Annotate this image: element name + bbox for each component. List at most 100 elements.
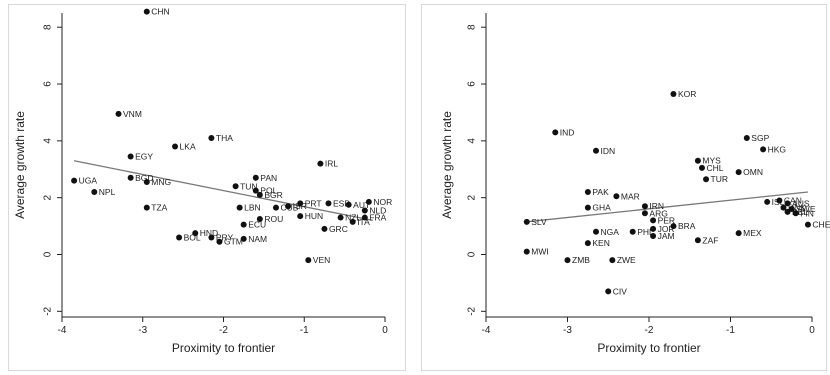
data-point-label: VEN: [313, 255, 330, 265]
data-point-label: LKA: [180, 142, 196, 152]
data-point: [208, 234, 215, 241]
data-point-label: ZMB: [572, 255, 590, 265]
data-point-label: HKG: [768, 144, 786, 154]
x-axis-title: Proximity to frontier: [172, 341, 275, 355]
data-point: [349, 218, 356, 225]
y-tick-label: -2: [43, 306, 54, 315]
data-point-label: GRC: [329, 224, 348, 234]
data-point: [629, 228, 636, 235]
data-point: [743, 135, 750, 142]
y-axis-title: Average growth rate: [440, 111, 454, 219]
x-tick-label: -2: [645, 325, 654, 336]
data-point: [703, 176, 710, 183]
data-point-label: PHL: [637, 227, 654, 237]
data-point-label: KEN: [592, 238, 609, 248]
data-point-label: CAN: [784, 196, 802, 206]
data-point: [297, 200, 304, 207]
right-panel-frame: [421, 4, 827, 371]
data-point: [694, 237, 701, 244]
data-point-label: NZL: [345, 213, 361, 223]
data-point: [584, 188, 591, 195]
y-axis-title: Average growth rate: [13, 111, 27, 219]
y-tick-label: 2: [467, 194, 478, 200]
data-point: [285, 203, 292, 210]
data-point-label: EGY: [135, 151, 153, 161]
data-point: [764, 198, 771, 205]
x-tick-label: 0: [382, 325, 388, 336]
data-point: [361, 207, 368, 214]
data-point: [650, 217, 657, 224]
data-point-label: ZAF: [702, 235, 718, 245]
data-point: [337, 214, 344, 221]
x-tick-label: 0: [809, 325, 815, 336]
data-point: [127, 174, 134, 181]
data-point: [694, 157, 701, 164]
data-point: [804, 221, 811, 228]
y-tick-label: 0: [43, 251, 54, 257]
data-point: [650, 225, 657, 232]
data-point-label: CHN: [151, 7, 169, 17]
data-point-label: PRT: [305, 198, 322, 208]
data-point-label: NPL: [99, 187, 116, 197]
data-point: [143, 179, 150, 186]
data-point-label: DNK: [788, 203, 806, 213]
data-point-label: MAR: [621, 191, 640, 201]
data-point: [735, 230, 742, 237]
fit-line: [526, 191, 808, 223]
y-tick-label: 6: [467, 81, 478, 87]
data-point: [208, 135, 215, 142]
data-point-label: IND: [560, 127, 575, 137]
data-point: [192, 230, 199, 237]
data-point-label: KOR: [678, 89, 696, 99]
y-tick-label: -2: [467, 306, 478, 315]
data-point-label: ECU: [248, 220, 266, 230]
data-point-label: AUT: [353, 200, 370, 210]
data-point: [698, 164, 705, 171]
data-point: [272, 204, 279, 211]
data-point: [172, 143, 179, 150]
data-point: [523, 248, 530, 255]
data-point-label: IDN: [601, 146, 616, 156]
x-tick-label: -3: [563, 325, 572, 336]
data-point-label: HUN: [305, 211, 323, 221]
x-axis-title: Proximity to frontier: [597, 341, 700, 355]
data-point: [780, 204, 787, 211]
data-point-label: ARG: [649, 208, 667, 218]
data-point: [760, 146, 767, 153]
x-tick-label: -4: [58, 325, 67, 336]
data-point-label: TZA: [151, 203, 167, 213]
data-point: [252, 174, 259, 181]
y-tick-label: 2: [43, 194, 54, 200]
data-point: [297, 213, 304, 220]
data-point-label: BRA: [678, 221, 696, 231]
data-point-label: TUN: [240, 181, 257, 191]
data-point: [143, 8, 150, 15]
left-scatter-chart: -4 -3 -2 -1 0 -2 0 2 4 6 8 Proximity to frontier Ave…: [13, 7, 392, 355]
data-point-label: IRL: [325, 159, 339, 169]
data-point-label: MEX: [743, 228, 762, 238]
data-point-label: PAN: [260, 173, 277, 183]
data-point-label: PRY: [216, 232, 234, 242]
data-point: [317, 160, 324, 167]
data-point: [609, 257, 616, 264]
data-point-label: JAM: [658, 231, 675, 241]
data-point-label: GTM: [224, 237, 243, 247]
data-point-label: MWI: [531, 247, 548, 257]
right-scatter-chart: -4 -3 -2 -1 0 -2 0 2 4 6 8 Proximity to frontier Ave…: [440, 13, 830, 355]
data-point-label: ROU: [264, 214, 283, 224]
data-point-label: IRN: [649, 201, 664, 211]
data-point-label: ZWE: [617, 255, 636, 265]
data-point-label: BEL: [792, 207, 808, 217]
data-point-label: NGA: [601, 227, 620, 237]
data-point: [325, 200, 332, 207]
data-point: [593, 147, 600, 154]
data-point-label: SLV: [531, 217, 547, 227]
data-point: [792, 210, 799, 217]
data-point: [776, 197, 783, 204]
data-point: [256, 191, 263, 198]
data-point-label: UGA: [79, 176, 98, 186]
y-tick-label: 4: [43, 138, 54, 144]
y-tick-label: 4: [467, 138, 478, 144]
right-scatter-panel: -4 -3 -2 -1 0 -2 0 2 4 6 8 Proximity to frontier Ave…: [415, 0, 830, 375]
data-point-label: GHA: [592, 203, 611, 213]
